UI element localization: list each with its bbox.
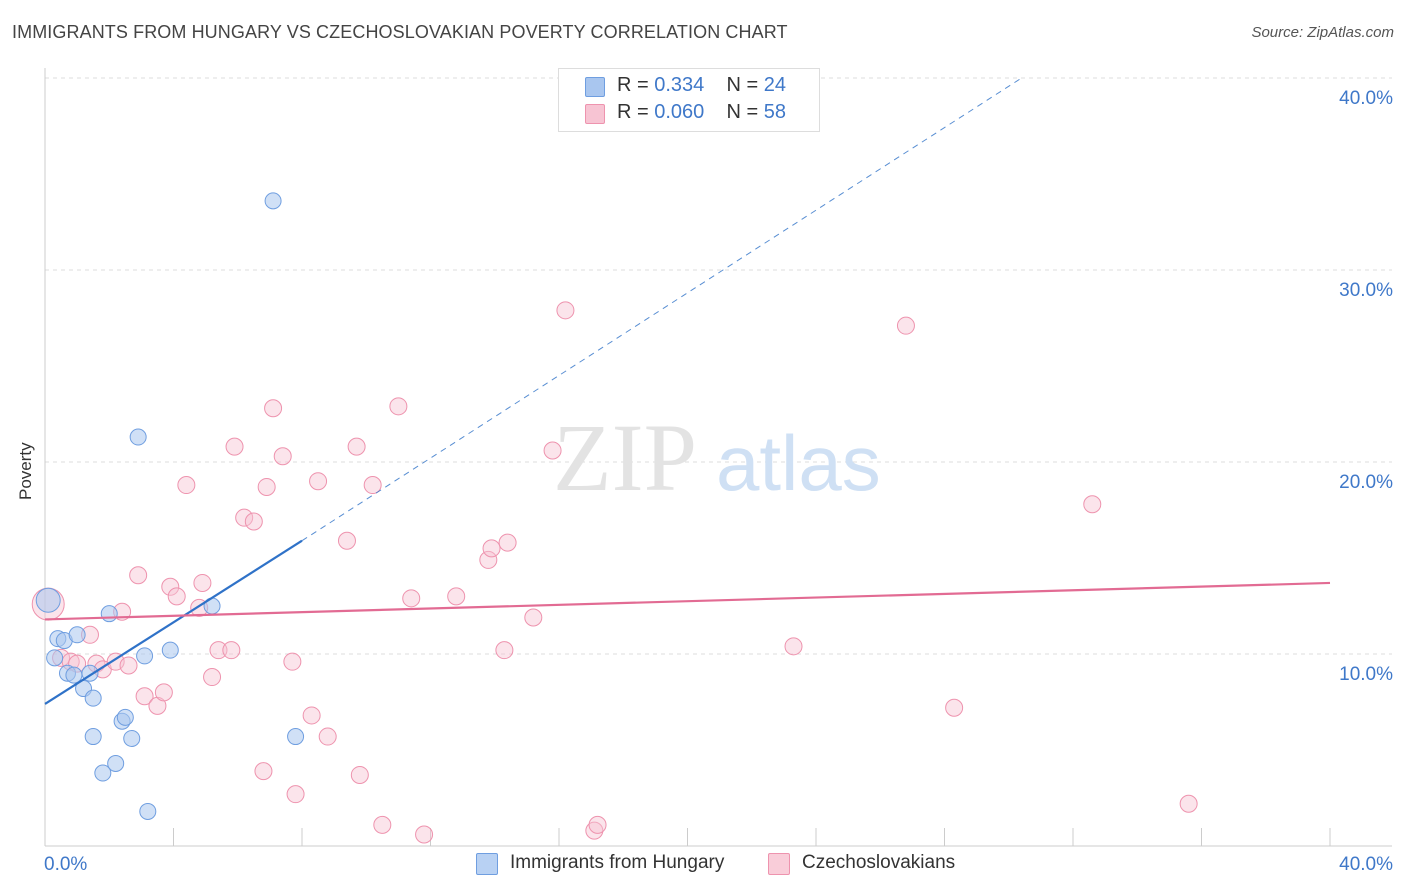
legend-label-hungary: Immigrants from Hungary (510, 852, 725, 873)
hungary-point (116, 708, 134, 726)
legend-n-value: 24 (763, 74, 787, 96)
czechoslovakians-point (363, 476, 382, 495)
czechoslovakians-point (167, 587, 186, 606)
hungary-point (107, 754, 125, 772)
czechoslovakians-point (585, 821, 604, 840)
hungary-point (139, 802, 157, 820)
czechoslovakians-point (302, 706, 321, 725)
y-tick-label: 40.0% (1339, 88, 1393, 109)
czechoslovakians-point (254, 762, 273, 781)
hungary-point (136, 647, 154, 665)
czechoslovakians-point (350, 765, 369, 784)
czechoslovakians-point (286, 785, 305, 804)
czechoslovakians-point (119, 656, 138, 675)
correlation-legend: R = 0.334 N = 24 R = 0.060 N = 58 (558, 68, 820, 132)
czechoslovakians-point (588, 815, 607, 834)
czechoslovakians-point (154, 683, 173, 702)
hungary-point (94, 764, 112, 782)
czechoslovakians-point (235, 508, 254, 527)
y-tick-label: 30.0% (1339, 280, 1393, 301)
hungary-point (123, 729, 141, 747)
axes (44, 68, 1392, 847)
hungary-trend-line (44, 539, 303, 705)
czechoslovakians-point (257, 477, 276, 496)
czechoslovakians-point (373, 815, 392, 834)
x-tick-label-max: 40.0% (1339, 854, 1393, 875)
czechoslovakians-point (556, 301, 575, 320)
czechoslovakians-point (244, 512, 263, 531)
czechoslovakians-point (347, 437, 366, 456)
legend-swatch-hungary (476, 853, 498, 875)
legend-r-label: R = (617, 74, 649, 96)
czechoslovakians-point (447, 587, 466, 606)
hungary-point (68, 626, 86, 644)
hungary-point (129, 428, 147, 446)
czechoslovakians-point (498, 533, 517, 552)
czechoslovakians-point (482, 539, 501, 558)
czechoslovakians-point (129, 566, 148, 585)
hungary-point (35, 587, 61, 613)
czechoslovakians-point (945, 698, 964, 717)
czechoslovakians-point (479, 550, 498, 569)
legend-swatch-hungary (585, 77, 605, 97)
hungary-point (84, 689, 102, 707)
source-label: Source: ZipAtlas.com (1251, 24, 1394, 41)
czechoslovakians-trend-line (44, 581, 1331, 621)
czechoslovakians-point (495, 641, 514, 660)
chart-title: IMMIGRANTS FROM HUNGARY VS CZECHOSLOVAKI… (12, 22, 788, 42)
czechoslovakians-point (177, 476, 196, 495)
czechoslovakians-point (273, 447, 292, 466)
czechoslovakians-point (209, 641, 228, 660)
legend-r-value: 0.334 (654, 74, 705, 96)
y-axis-title: Poverty (16, 442, 35, 500)
czechoslovakians-point (389, 397, 408, 416)
czechoslovakians-point (415, 825, 434, 844)
czechoslovakians-point (222, 641, 241, 660)
legend-swatch-czechoslovakians (768, 853, 790, 875)
czechoslovakians-point (203, 668, 222, 687)
hungary-point (264, 192, 282, 210)
czechoslovakians-point (264, 399, 283, 418)
czechoslovakians-point (337, 531, 356, 550)
y-tick-label: 20.0% (1339, 472, 1393, 493)
legend-r-label: R = (617, 101, 649, 123)
czechoslovakians-point (524, 608, 543, 627)
hungary-point (84, 728, 102, 746)
czechoslovakians-point (193, 573, 212, 592)
legend-n-value: 58 (763, 101, 787, 123)
watermark-zip: ZIP (553, 404, 697, 511)
grid-lines (45, 77, 1392, 655)
czechoslovakians-point (225, 437, 244, 456)
legend-swatch-czechoslovakians (585, 104, 605, 124)
czechoslovakians-point (1083, 495, 1102, 514)
legend-r-value: 0.060 (654, 101, 705, 123)
trend-lines (44, 77, 1331, 705)
legend-n-label: N = (726, 74, 759, 96)
czechoslovakians-point (896, 316, 915, 335)
czechoslovakians-point (543, 441, 562, 460)
czechoslovakians-point (283, 652, 302, 671)
czechoslovakians-point (1179, 794, 1198, 813)
czechoslovakians-point (309, 472, 328, 491)
hungary-point (46, 649, 64, 667)
hungary-point (161, 641, 179, 659)
hungary-point (287, 728, 305, 746)
czechoslovakians-point (135, 687, 154, 706)
hungary-points (35, 192, 305, 820)
tick-labels: 10.0% 20.0% 30.0% 40.0% 0.0% 40.0% (44, 88, 1393, 875)
czechoslovakians-point (318, 727, 337, 746)
legend-label-czechoslovakians: Czechoslovakians (802, 852, 956, 873)
czechoslovakians-point (784, 637, 803, 656)
czechoslovakians-point (402, 589, 421, 608)
czechoslovakians-points (31, 301, 1198, 844)
watermark-atlas: atlas (716, 419, 881, 507)
x-tick-label-min: 0.0% (44, 854, 87, 875)
y-tick-label: 10.0% (1339, 664, 1393, 685)
legend-n-label: N = (726, 101, 759, 123)
czechoslovakians-point (161, 577, 180, 596)
hungary-point (100, 605, 118, 623)
watermark: ZIP atlas (553, 404, 881, 511)
